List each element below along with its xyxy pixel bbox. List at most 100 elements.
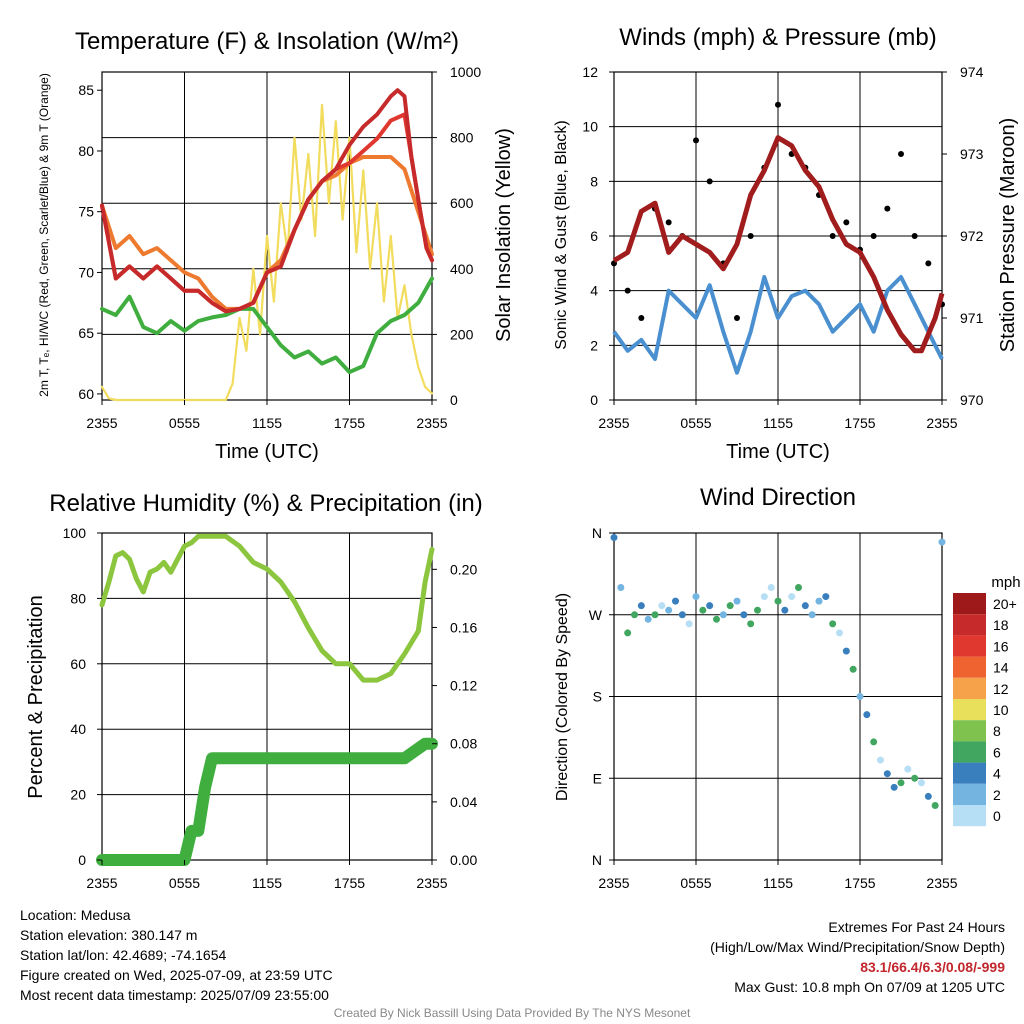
temp-ytick-label: 75 [78,204,94,220]
wind-ytick-right-label: 971 [960,310,984,326]
direction-point [877,756,884,764]
direction-point [665,606,673,614]
direction-point [699,606,707,614]
direction-plot: N E S W N 2355 0555 1155 1755 2355 [589,525,958,891]
direction-point [911,774,919,782]
legend-label: 6 [993,744,1001,760]
legend-swatch [953,635,986,657]
legend-label: 18 [993,617,1009,633]
direction-point [713,615,720,623]
direction-point [767,584,775,591]
legend-swatch [953,656,986,678]
legend-label: 4 [993,766,1001,782]
temp-ytick-label: 80 [78,143,94,159]
direction-point [897,779,905,787]
gust-point [775,101,781,108]
wind-ytick-right-label: 970 [960,392,984,408]
recent-timestamp: Most recent data timestamp: 2025/07/09 2… [20,987,329,1003]
dir-ytick-label: E [593,770,602,786]
extremes-title: Extremes For Past 24 Hours [828,919,1005,935]
direction-point [863,711,871,719]
dir-ytick-label: W [589,607,603,623]
rh-ytick-label: 0 [78,852,86,868]
temp-xtick-label: 2355 [86,415,117,431]
direction-point [672,597,679,605]
series-line-pressure [612,135,945,354]
rh-ytick-label: 100 [63,525,87,541]
gust-point [665,219,672,226]
winds-xlabel: Time (UTC) [726,441,830,463]
direction-point [904,765,912,773]
direction-point [760,593,768,601]
direction-ylabel-left: Direction (Colored By Speed) [554,593,571,801]
direction-point [842,647,850,655]
direction-point [870,738,878,746]
series-line-wind [612,275,944,375]
direction-point [836,629,843,637]
rh-ytick-right-label: 0.08 [450,736,477,752]
direction-point [644,615,652,623]
direction-point [658,602,666,610]
station-info: Location: Medusa Station elevation: 380.… [20,905,333,1005]
direction-point [631,611,638,619]
direction-point [918,779,925,787]
rh-xtick-label: 2355 [416,875,447,891]
direction-point [740,611,748,619]
temp-ytick-label: 85 [78,82,94,98]
legend-swatch [953,720,986,742]
gust-point [747,233,754,239]
direction-point [781,606,789,614]
wind-ytick-label: 4 [590,283,598,299]
dir-ytick-label: N [592,525,602,541]
wind-ytick-label: 0 [590,392,598,408]
direction-point [795,584,802,591]
direction-point [637,602,645,610]
series-line-rh [99,533,435,683]
wind-xtick-label: 2355 [598,415,629,431]
direction-point [624,629,632,637]
direction-point [774,597,782,605]
humidity-ylabel-left: Percent & Precipitation [25,595,47,798]
direction-title: Wind Direction [700,484,856,511]
dir-ytick-label: N [592,852,602,868]
gust-point [843,219,850,226]
wind-ytick-label: 8 [590,173,598,189]
direction-point [883,770,891,778]
legend-swatch [953,593,986,615]
direction-point [801,602,809,610]
gust-point [829,233,836,239]
temp-xtick-label: 2355 [416,415,447,431]
rh-xtick-label: 2355 [86,875,117,891]
legend-swatch [953,614,986,636]
series-line-4 [100,103,434,402]
legend-label: 10 [993,702,1009,718]
temperature-ylabel-left: 2m T, Tₑ, HI/WC (Red, Green, Scarlet/Blu… [37,73,51,397]
rh-ytick-right-label: 0.20 [450,561,477,577]
direction-point [685,620,693,628]
direction-point [822,593,830,601]
humidity-title: Relative Humidity (%) & Precipitation (i… [49,490,482,517]
direction-point [692,593,700,601]
winds-plot: 0 2 4 6 8 10 12 970 971 972 973 974 2355 0555 1155 1755… [582,64,983,431]
legend-label: 16 [993,638,1009,654]
temp-xtick-label: 0555 [169,415,200,431]
rh-xtick-label: 1755 [334,875,365,891]
wind-ytick-label: 12 [582,64,598,80]
temp-ytick-right-label: 800 [450,130,474,146]
direction-point [754,606,761,614]
rh-xtick-label: 0555 [169,875,200,891]
temp-ytick-right-label: 0 [450,392,458,408]
rh-ytick-right-label: 0.04 [450,794,477,810]
dir-xtick-label: 2355 [926,875,957,891]
direction-point [808,611,816,619]
temp-ytick-right-label: 1000 [450,64,481,80]
direction-point [931,802,939,809]
station-latlon: Station lat/lon: 42.4689; -74.1654 [20,947,227,963]
direction-point [617,584,625,591]
legend-swatch [953,783,986,805]
direction-point [719,611,727,619]
direction-point [815,597,823,605]
temp-xtick-label: 1155 [252,415,282,431]
wind-xtick-label: 1155 [763,415,793,431]
max-gust: Max Gust: 10.8 mph On 07/09 at 1205 UTC [734,979,1005,995]
